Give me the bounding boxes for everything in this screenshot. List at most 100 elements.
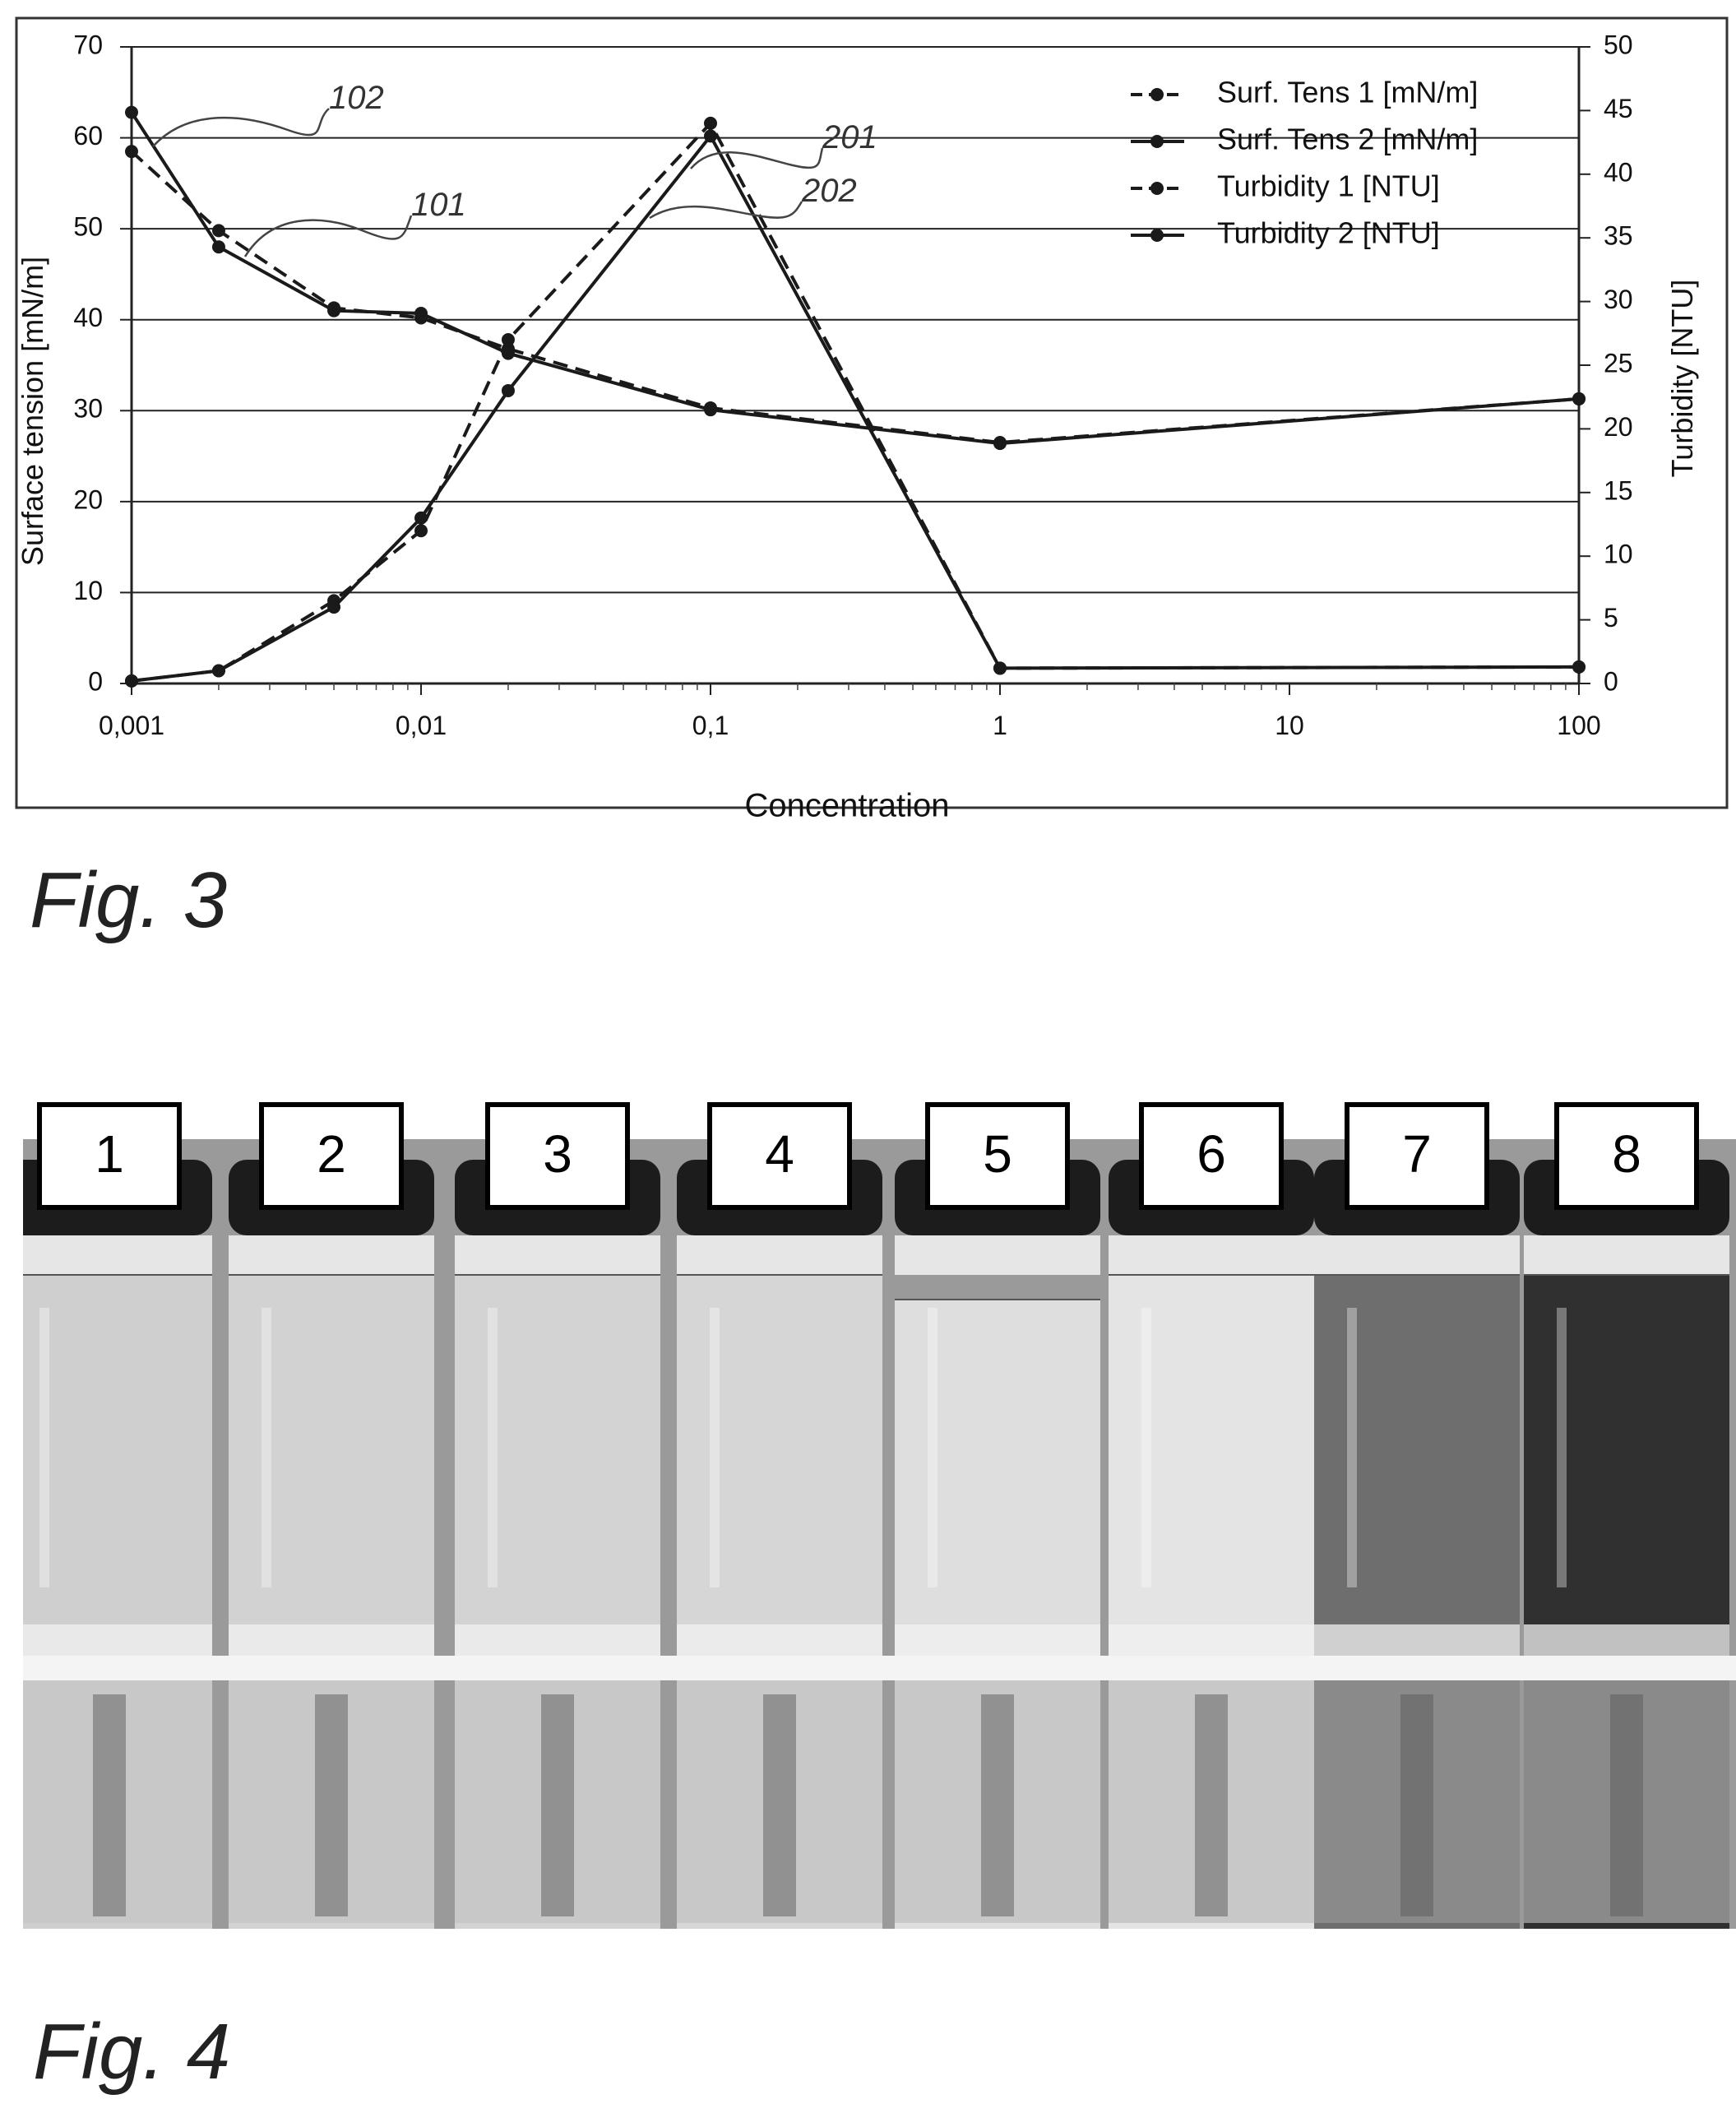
- data-point: [125, 674, 138, 688]
- vial-headspace: [895, 1235, 1100, 1275]
- vial-number-label: 5: [983, 1124, 1012, 1184]
- callout-leader: [243, 215, 413, 257]
- vials: 1 2 3 4 5 6 7 8: [23, 1102, 1736, 1929]
- vial-number-box: [707, 1102, 852, 1210]
- vial-base: [1314, 1624, 1520, 1656]
- y-left-tick-label: 60: [73, 121, 103, 151]
- vial-number-box: [1554, 1102, 1699, 1210]
- series-lines: [125, 105, 1586, 688]
- x-axis-label: Concentration: [744, 788, 949, 822]
- legend-swatch-marker: [1150, 229, 1164, 242]
- y-right-tick-label: 0: [1604, 666, 1618, 696]
- y-right-tick-label: 35: [1604, 221, 1633, 251]
- vial-reflection-stripe: [315, 1694, 348, 1916]
- y-left-tick-label: 10: [73, 576, 103, 605]
- vial-number-label: 8: [1612, 1124, 1641, 1184]
- vial-number-label: 7: [1402, 1124, 1432, 1184]
- vial-base: [895, 1624, 1100, 1656]
- callout-label: 201: [822, 119, 877, 155]
- vial-base: [677, 1624, 882, 1656]
- vial-number-box: [1345, 1102, 1489, 1210]
- vial-number-box: [259, 1102, 404, 1210]
- vial-number-box: [37, 1102, 182, 1210]
- legend-entry-label: Turbidity 1 [NTU]: [1217, 169, 1440, 203]
- vial-base: [229, 1624, 434, 1656]
- legend-entry-label: Turbidity 2 [NTU]: [1217, 216, 1440, 250]
- data-point: [704, 129, 717, 143]
- vial-headspace: [677, 1235, 882, 1275]
- legend-entry-label: Surf. Tens 1 [mN/m]: [1217, 76, 1478, 109]
- legend-swatch-marker: [1150, 135, 1164, 148]
- data-point: [501, 383, 515, 397]
- data-point: [704, 116, 717, 130]
- data-point: [211, 224, 225, 238]
- legend-swatch-marker: [1150, 182, 1164, 195]
- y-right-tick-label: 15: [1604, 475, 1633, 505]
- vial-reflection-stripe: [93, 1694, 126, 1916]
- y-right-tick-label: 20: [1604, 412, 1633, 442]
- vial-base: [1109, 1624, 1314, 1656]
- y-left-tick-label: 50: [73, 212, 103, 242]
- y-axis-left-label: Surface tension [mN/m]: [16, 257, 49, 566]
- shelf-strip: [23, 1656, 1736, 1680]
- x-tick-label: 0,01: [396, 711, 447, 740]
- y-left-tick-label: 30: [73, 394, 103, 424]
- data-point: [125, 145, 138, 159]
- data-point: [704, 403, 717, 417]
- vial-highlight: [1557, 1308, 1567, 1587]
- callout-label: 102: [329, 80, 384, 116]
- data-point: [1572, 392, 1586, 405]
- vial-reflection-stripe: [981, 1694, 1014, 1916]
- vial-number-box: [1139, 1102, 1284, 1210]
- vial-number-label: 6: [1197, 1124, 1226, 1184]
- vial-highlight: [1347, 1308, 1357, 1587]
- figure-3-caption: Fig. 3: [30, 856, 228, 944]
- y-right-tick-label: 25: [1604, 348, 1633, 378]
- data-point: [501, 333, 515, 347]
- legend: Surf. Tens 1 [mN/m] Surf. Tens 2 [mN/m] Tu…: [1131, 76, 1478, 250]
- vial-highlight: [262, 1308, 271, 1587]
- y-right-tick-label: 50: [1604, 30, 1633, 59]
- vial-base: [1524, 1624, 1729, 1656]
- vial-highlight: [710, 1308, 720, 1587]
- series-line-1: [130, 150, 1580, 445]
- x-tick-label: 1: [993, 711, 1007, 740]
- vial-highlight: [488, 1308, 498, 1587]
- chart-frame: [15, 16, 1729, 809]
- data-point: [125, 105, 138, 119]
- data-point: [1572, 660, 1586, 674]
- vial-base: [23, 1624, 212, 1656]
- series-line-3: [131, 120, 1580, 683]
- y-right-tick-label: 5: [1604, 603, 1618, 633]
- vial-headspace: [23, 1235, 212, 1275]
- vial-number-label: 2: [317, 1124, 346, 1184]
- figure-4-photo: 1 2 3 4 5 6 7 8: [23, 1102, 1736, 1929]
- callout-label: 101: [411, 187, 466, 223]
- vial-highlight: [1141, 1308, 1151, 1587]
- gridlines: [132, 46, 1579, 594]
- callout-leader: [649, 201, 803, 220]
- callout-leader: [152, 108, 330, 147]
- y-right-tick-label: 30: [1604, 285, 1633, 314]
- data-point: [327, 304, 341, 317]
- x-tick-label: 0,001: [99, 711, 164, 740]
- figure-4-caption: Fig. 4: [33, 2008, 231, 2096]
- x-tick-label: 10: [1275, 711, 1304, 740]
- x-tick-label: 100: [1557, 711, 1600, 740]
- data-point: [414, 306, 428, 320]
- vial-number-label: 3: [543, 1124, 572, 1184]
- vial-headspace: [1314, 1235, 1520, 1275]
- data-point: [327, 600, 341, 614]
- axes: 0 10 20 30 40 50 60 70 0 5 10 15 20 25 30 35 40 45 50 0,001…: [73, 30, 1632, 740]
- vial-headspace: [455, 1235, 660, 1275]
- vial-reflection-stripe: [1400, 1694, 1433, 1916]
- y-left-tick-label: 70: [73, 30, 103, 59]
- vial-reflection-stripe: [763, 1694, 796, 1916]
- vial-number-box: [925, 1102, 1070, 1210]
- vial-headspace: [1109, 1235, 1314, 1275]
- legend-swatch-marker: [1150, 88, 1164, 101]
- vial-number-label: 1: [95, 1124, 124, 1184]
- series-callouts: 102 101 201 202: [152, 80, 877, 257]
- legend-entry-label: Surf. Tens 2 [mN/m]: [1217, 123, 1478, 156]
- data-point: [414, 511, 428, 525]
